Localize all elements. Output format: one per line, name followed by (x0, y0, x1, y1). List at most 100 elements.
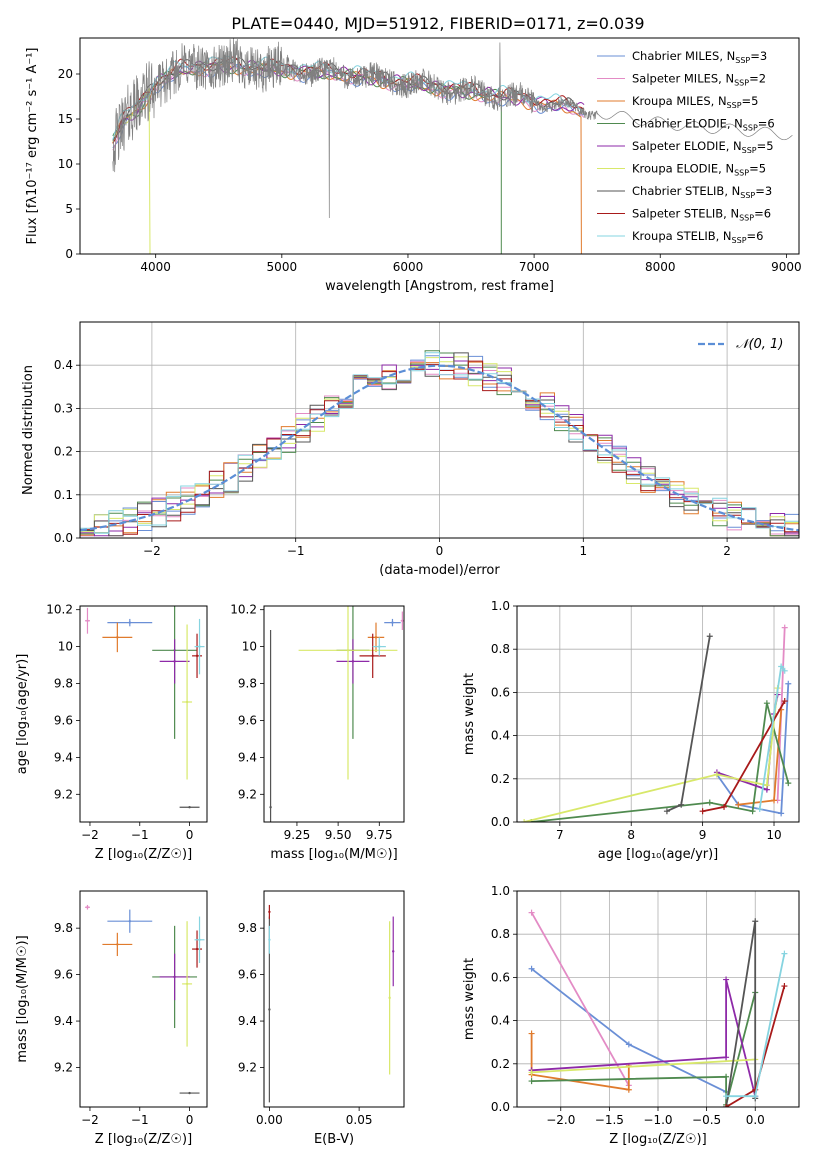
x-tick-label: 8000 (645, 260, 676, 274)
weight-point-marker (706, 633, 713, 640)
x-axis-label: Z [log₁₀(Z/Z☉)] (95, 1132, 192, 1147)
axes-frame (79, 321, 800, 539)
data-point (188, 806, 191, 809)
plot-area (521, 624, 792, 822)
data-point (185, 700, 189, 704)
y-tick-label: 9.6 (238, 713, 257, 727)
data-point (195, 654, 199, 658)
data-point (268, 910, 271, 914)
weight-point-marker (756, 806, 763, 813)
x-tick-label: 8 (627, 828, 635, 842)
x-tick-label: −2 (81, 1113, 99, 1127)
weight-point-marker (706, 799, 713, 806)
weight-point-marker (721, 803, 728, 810)
weight-point-marker (723, 1073, 730, 1080)
y-tick-label: 0.6 (491, 970, 510, 984)
plot-area (528, 909, 788, 1107)
weight-point-marker (625, 1041, 632, 1048)
weight-point-marker (781, 624, 788, 631)
x-axis-label: (data-model)/error (379, 563, 500, 578)
y-axis-label: age [log₁₀(age/yr)] (15, 654, 30, 775)
axes-frame (263, 605, 405, 823)
data-point (116, 636, 119, 639)
y-tick-label: 9.4 (238, 1014, 257, 1028)
weight-point-marker (521, 819, 528, 822)
weight-point-marker (781, 667, 788, 674)
x-tick-label: −1.0 (643, 1113, 672, 1127)
weight-point-marker (752, 1093, 759, 1100)
weight-point-marker (781, 983, 788, 990)
weight-point-marker (678, 801, 685, 808)
histogram-series (80, 352, 799, 534)
y-tick-label: 1.0 (491, 884, 510, 898)
data-point (392, 950, 395, 953)
data-point (198, 938, 201, 941)
x-tick-label: −2 (143, 544, 161, 558)
weight-point-marker (528, 1030, 535, 1037)
y-tick-label: 0.4 (491, 1014, 510, 1028)
x-tick-label: 0.00 (256, 1113, 283, 1127)
axes-frame (79, 605, 208, 823)
x-tick-label: 4000 (140, 260, 171, 274)
weight-point-marker (723, 1093, 730, 1100)
weight-series-line (702, 700, 786, 813)
x-tick-label: −1.5 (595, 1113, 624, 1127)
x-tick-label: 1 (579, 544, 587, 558)
y-tick-label: 9.6 (238, 968, 257, 982)
legend-label: Chabrier STELIB, NSSP=3 (632, 184, 772, 200)
weight-point-marker (781, 950, 788, 957)
y-axis-label: mass [log₁₀(M/M☉)] (15, 935, 30, 1062)
weight-point-marker (785, 680, 792, 687)
y-tick-label: 15 (58, 112, 73, 126)
data-point (128, 621, 132, 624)
axes-frame (516, 605, 800, 823)
data-point (346, 649, 350, 652)
weight-series-line (531, 979, 757, 1097)
weight-series-line (523, 688, 779, 822)
y-tick-label: 0.0 (491, 1100, 510, 1114)
y-tick-label: 0.8 (491, 927, 510, 941)
x-tick-label: 9000 (771, 260, 802, 274)
weight-point-marker (723, 976, 730, 983)
y-tick-label: 10 (58, 157, 73, 171)
y-tick-label: 10 (242, 640, 257, 654)
x-tick-label: 5000 (267, 260, 298, 274)
plot-area (80, 350, 799, 537)
y-tick-label: 9.4 (54, 1014, 73, 1028)
y-tick-label: 0.0 (54, 531, 73, 545)
x-tick-label: −1 (287, 544, 305, 558)
x-tick-label: 9.75 (366, 828, 393, 842)
residuals-panel: −2 −1 0 1 2 0.0 0.1 0.2 0.3 0.4 (data-model)/error… (21, 321, 800, 578)
legend-label: Kroupa STELIB, NSSP=6 (632, 229, 763, 245)
weight-series-line (530, 912, 630, 1086)
data-point (188, 1091, 191, 1095)
y-tick-label: 9.8 (54, 677, 73, 691)
y-tick-label: 9.6 (54, 968, 73, 982)
x-tick-label: 9.25 (284, 828, 311, 842)
y-tick-label: 0.2 (491, 772, 510, 786)
data-point (268, 938, 271, 941)
y-tick-label: 9.8 (238, 921, 257, 935)
age-vs-z-panel: −2 −1 0 9.2 9.4 9.6 9.8 10 10.2 Z [log₁₀(Z/Z☉)] ag… (15, 603, 208, 862)
spectrum-legend: Chabrier MILES, NSSP=3 Salpeter MILES, NS… (597, 49, 775, 245)
data-point (374, 636, 378, 639)
data-point (371, 654, 374, 658)
plot-area (112, 38, 793, 254)
mass-vs-z-panel: −2 −1 0 9.2 9.4 9.6 9.8 Z [log₁₀(Z/Z☉)] mass [lo… (15, 890, 208, 1147)
y-tick-label: 0.2 (54, 445, 73, 459)
x-tick-label: 6000 (393, 260, 424, 274)
data-point (86, 619, 89, 622)
legend-label: Salpeter ELODIE, NSSP=5 (632, 139, 774, 155)
y-tick-label: 0.1 (54, 488, 73, 502)
y-axis-label: Normed distribution (21, 365, 36, 495)
axes-frame (79, 37, 800, 255)
x-axis-label: wavelength [Angstrom, rest frame] (325, 279, 554, 294)
y-tick-label: 5 (65, 202, 73, 216)
weight-point-marker (723, 1054, 730, 1061)
y-tick-label: 0.0 (491, 815, 510, 829)
normal-reference-curve (80, 364, 799, 532)
y-tick-label: 9.4 (54, 750, 73, 764)
figure-title: PLATE=0440, MJD=51912, FIBERID=0171, z=0… (231, 14, 644, 33)
x-axis-label: Z [log₁₀(Z/Z☉)] (95, 847, 192, 862)
